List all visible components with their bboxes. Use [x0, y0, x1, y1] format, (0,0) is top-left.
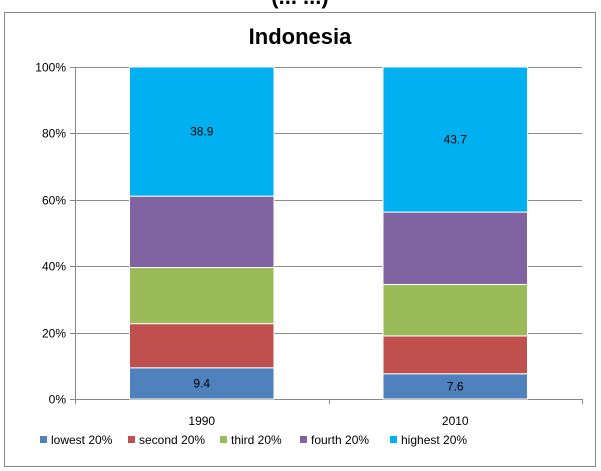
y-tick-label: 100%	[35, 61, 66, 75]
legend-label: highest 20%	[401, 433, 467, 447]
bar-segment	[382, 283, 528, 337]
legend-label: second 20%	[139, 433, 205, 447]
bar-segment	[382, 335, 528, 375]
y-axis: 0% 20% 40% 60% 80% 100%	[35, 61, 76, 407]
bar-segment	[382, 211, 528, 285]
data-label: 43.7	[444, 133, 468, 147]
data-labels: 9.4 7.6 38.9 43.7	[190, 125, 467, 394]
x-axis: 1990 2010	[75, 399, 583, 428]
x-tick-label: 1990	[188, 414, 215, 428]
legend-swatch	[40, 436, 47, 443]
bar-segment	[382, 373, 528, 400]
data-label: 9.4	[193, 376, 210, 390]
legend-label: lowest 20%	[51, 433, 113, 447]
legend-swatch	[220, 436, 227, 443]
bar-segment	[129, 267, 275, 325]
bar-segment	[129, 367, 275, 400]
data-label: 7.6	[447, 379, 464, 393]
legend-swatch	[300, 436, 307, 443]
legend-label: third 20%	[231, 433, 282, 447]
legend-swatch	[128, 436, 135, 443]
y-tick-label: 0%	[49, 393, 67, 407]
bar-segment	[382, 66, 528, 213]
x-tick-label: 2010	[442, 414, 469, 428]
y-tick-label: 60%	[42, 194, 66, 208]
bars	[129, 66, 528, 400]
chart-header-fragment: (... ...)	[271, 0, 328, 9]
data-label: 38.9	[190, 125, 214, 139]
bar-segment	[129, 195, 275, 269]
legend-label: fourth 20%	[311, 433, 369, 447]
chart-title: Indonesia	[249, 24, 352, 49]
y-tick-label: 20%	[42, 327, 66, 341]
legend: lowest 20% second 20% third 20% fourth 20% h…	[40, 433, 467, 447]
y-tick-label: 40%	[42, 260, 66, 274]
legend-swatch	[390, 436, 397, 443]
y-tick-label: 80%	[42, 127, 66, 141]
bar-segment	[129, 66, 275, 197]
bar-segment	[129, 323, 275, 369]
